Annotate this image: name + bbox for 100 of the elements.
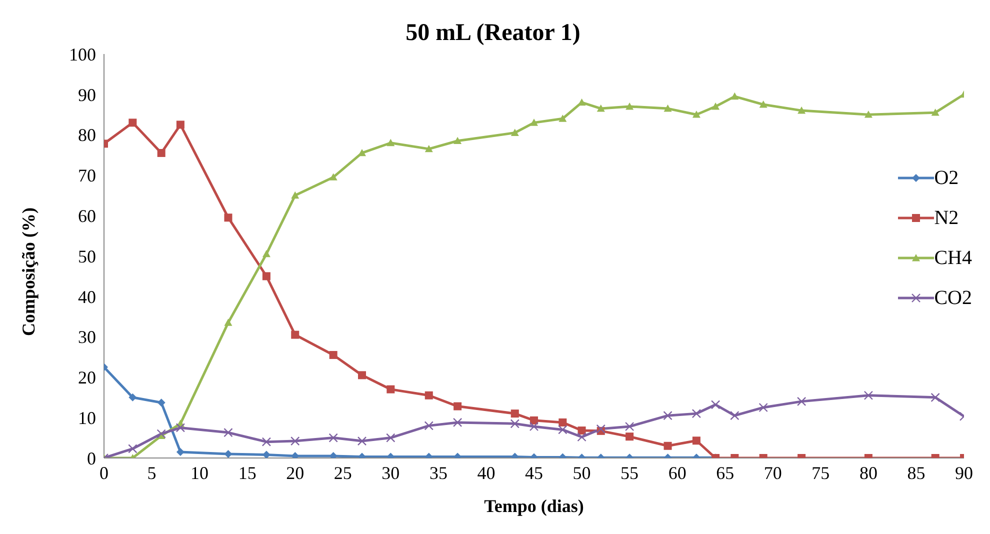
y-tick-label: 0 (87, 448, 96, 468)
point (157, 398, 166, 407)
point (558, 114, 567, 122)
point (291, 330, 300, 339)
point (262, 437, 272, 446)
point (157, 148, 166, 157)
point (692, 110, 700, 118)
point (224, 214, 232, 222)
point (558, 418, 567, 426)
chart-title: 50 mL (Reator 1) (406, 20, 580, 46)
x-tick-label: 50 (572, 462, 591, 483)
point (759, 100, 768, 108)
point (864, 390, 874, 400)
y-axis-title: Composição (%) (18, 208, 38, 336)
x-tick-label: 30 (382, 462, 400, 483)
y-tick-label: 70 (78, 166, 96, 186)
x-tick-label: 10 (190, 462, 209, 483)
point (596, 424, 606, 434)
point (176, 120, 184, 129)
point (176, 448, 184, 456)
point (424, 421, 434, 430)
y-tick-label: 60 (78, 206, 96, 226)
legend-label: CH4 (934, 246, 972, 270)
point (624, 422, 634, 432)
point (577, 432, 586, 442)
point (798, 106, 806, 114)
point (530, 118, 538, 126)
point (328, 433, 338, 442)
x-tick-label: 25 (334, 462, 352, 483)
point (692, 408, 702, 418)
y-tick-label: 30 (78, 327, 96, 348)
point (510, 419, 520, 428)
point (454, 136, 462, 144)
point (664, 442, 672, 450)
point (663, 410, 672, 420)
point (664, 104, 672, 112)
x-tick-label: 85 (907, 462, 926, 483)
point (454, 402, 462, 410)
point (730, 92, 739, 100)
x-tick-label: 75 (812, 462, 830, 483)
point (530, 416, 538, 424)
point (176, 423, 186, 432)
y-tick-label: 50 (78, 246, 96, 266)
point (710, 400, 720, 410)
y-tick-label: 90 (78, 84, 96, 105)
x-tick-label: 70 (764, 462, 782, 483)
point (864, 110, 872, 118)
point (510, 410, 519, 418)
point (424, 144, 433, 152)
x-tick-label: 0 (100, 462, 108, 483)
point (386, 385, 395, 394)
point (558, 425, 568, 434)
point (578, 426, 586, 435)
point (329, 173, 338, 180)
y-tick-label: 10 (78, 408, 96, 428)
point (596, 104, 605, 112)
point (224, 428, 233, 438)
y-tick-label: 40 (78, 286, 96, 307)
point (156, 429, 166, 438)
y-tick-label: 100 (69, 44, 96, 64)
legend-label: N2 (934, 206, 959, 230)
y-tick-label: 20 (78, 368, 96, 388)
point (262, 250, 270, 258)
x-tick-label: 60 (668, 462, 686, 483)
point (692, 436, 700, 445)
point (758, 402, 768, 412)
point (386, 138, 395, 146)
x-tick-label: 65 (716, 462, 734, 483)
point (128, 393, 137, 402)
point (626, 102, 634, 110)
point (529, 422, 539, 432)
x-tick-label: 5 (147, 462, 156, 483)
x-tick-label: 15 (238, 462, 256, 483)
point (128, 444, 138, 454)
point (329, 350, 338, 359)
y-tick-label: 80 (78, 125, 96, 146)
point (510, 128, 519, 136)
point (424, 391, 433, 400)
point (930, 392, 940, 402)
point (730, 410, 740, 420)
x-tick-label: 90 (955, 462, 973, 483)
point (358, 371, 366, 380)
point (357, 436, 367, 446)
x-tick-label: 35 (429, 462, 448, 483)
x-axis-title: Tempo (dias) (484, 496, 584, 516)
point (358, 148, 366, 156)
point (291, 191, 300, 199)
x-tick-label: 40 (477, 462, 496, 483)
legend-label: CO2 (934, 286, 972, 310)
x-tick-label: 45 (525, 462, 543, 483)
point (224, 450, 232, 458)
point (386, 433, 396, 442)
point (290, 436, 300, 446)
point (128, 118, 137, 127)
point (262, 272, 270, 280)
point (931, 108, 940, 116)
x-tick-label: 55 (620, 462, 639, 483)
x-tick-label: 20 (286, 462, 304, 483)
x-tick-label: 80 (859, 462, 878, 483)
point (626, 432, 634, 441)
